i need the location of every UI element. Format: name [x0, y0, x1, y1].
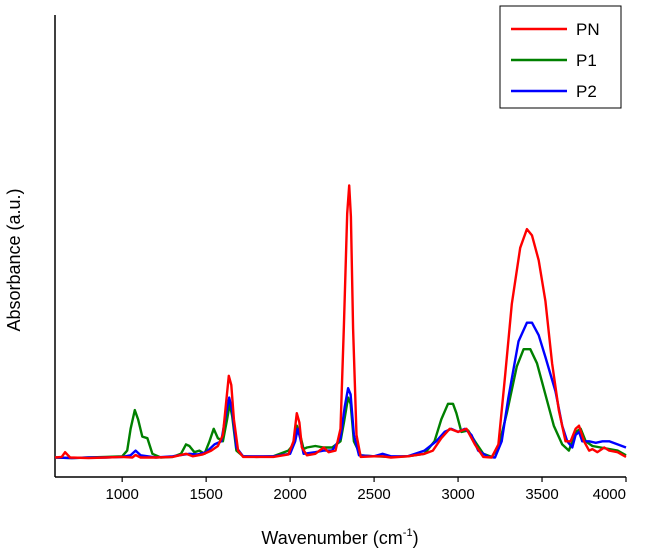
x-tick-label: 1500 [189, 486, 222, 503]
legend-box [499, 5, 622, 109]
x-tick-label: 1000 [105, 486, 138, 503]
x-tick-label: 2500 [357, 486, 390, 503]
series-line-p2 [54, 321, 627, 460]
series-lines [54, 184, 627, 460]
legend-label-p2: P2 [576, 82, 597, 101]
x-axis-ticks: 1000 1500 2000 2500 3000 3500 4000 [105, 477, 627, 503]
legend-label-pn: PN [576, 20, 600, 39]
x-axis-title: Wavenumber (cm-1) [261, 527, 418, 548]
x-tick-label: 2000 [273, 486, 306, 503]
legend: PN P1 P2 [499, 5, 622, 109]
y-axis-title: Absorbance (a.u.) [4, 188, 24, 331]
legend-label-p1: P1 [576, 51, 597, 70]
series-line-pn [54, 184, 627, 460]
x-tick-label: 4000 [593, 486, 626, 503]
x-tick-label: 3500 [525, 486, 558, 503]
x-tick-label: 3000 [441, 486, 474, 503]
